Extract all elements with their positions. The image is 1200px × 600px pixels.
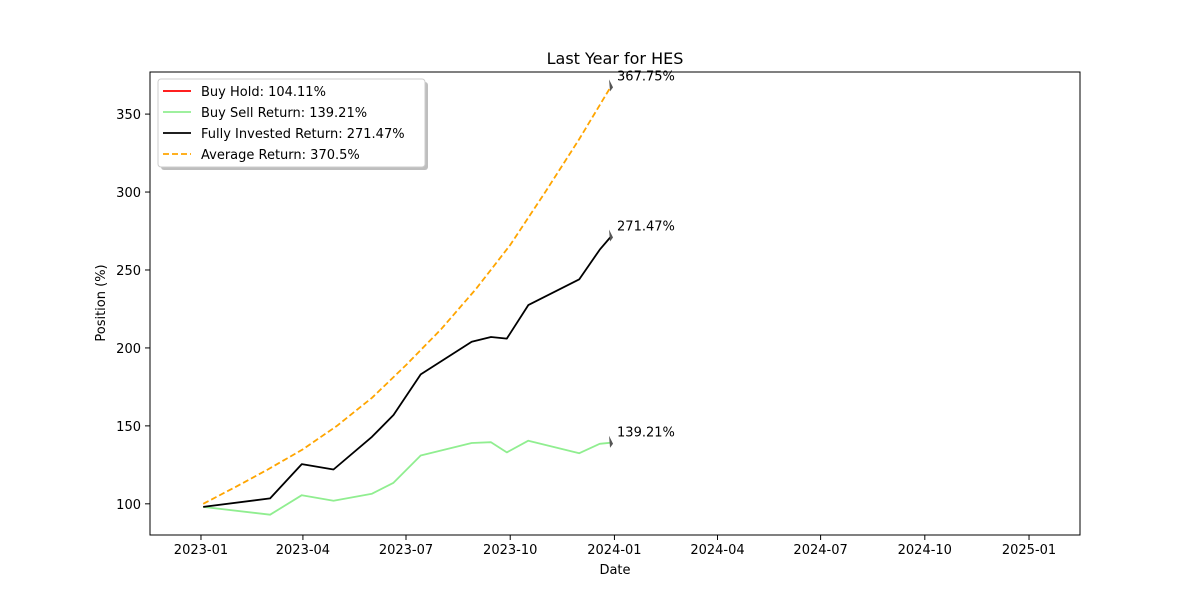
legend-items: Buy Hold: 104.11% Buy Sell Return: 139.21… (163, 85, 405, 163)
y-tick-label-2: 200 (116, 342, 141, 357)
x-tick-label-0: 2023-01 (174, 543, 228, 558)
annotation-label-0: 367.75% (617, 69, 675, 84)
y-tick-label-5: 350 (116, 108, 141, 123)
legend-box (157, 78, 426, 168)
legend-label-2: Fully Invested Return: 271.47% (201, 127, 405, 142)
x-tick-label-6: 2024-07 (793, 543, 847, 558)
annotation-arrow-1 (609, 229, 614, 242)
legend-label-3: Average Return: 370.5% (201, 148, 360, 163)
y-tick-label-3: 250 (116, 264, 141, 279)
x-tick-label-3: 2023-10 (483, 543, 537, 558)
series-line-2 (203, 235, 612, 508)
chart-title: Last Year for HES (547, 49, 684, 68)
annotation-arrow-0 (609, 79, 614, 92)
x-tick-label-5: 2024-04 (690, 543, 744, 558)
x-axis-label: Date (599, 563, 630, 578)
y-axis-label: Position (%) (94, 264, 109, 341)
y-tick-label-4: 300 (116, 186, 141, 201)
x-tick-label-1: 2023-04 (276, 543, 330, 558)
series-line-1 (203, 439, 612, 516)
x-tick-label-8: 2025-01 (1002, 543, 1056, 558)
x-tick-label-2: 2023-07 (379, 543, 433, 558)
x-tick-label-7: 2024-10 (898, 543, 952, 558)
annotation-label-2: 139.21% (617, 426, 675, 441)
x-axis-ticks: 2023-01 2023-04 2023-07 2023-10 2024-01 2024-… (174, 535, 1056, 558)
series-line-3 (202, 85, 612, 505)
annotations: 367.75% 271.47% 139.21% (609, 69, 675, 448)
plot-area (202, 85, 612, 516)
legend-label-0: Buy Hold: 104.11% (201, 85, 326, 100)
annotation-arrow-2 (609, 435, 614, 448)
x-tick-label-4: 2024-01 (587, 543, 641, 558)
y-tick-label-0: 100 (116, 498, 141, 513)
legend-label-1: Buy Sell Return: 139.21% (201, 106, 367, 121)
plot-frame (149, 71, 1081, 536)
y-tick-label-1: 150 (116, 420, 141, 435)
legend: Buy Hold: 104.11% Buy Sell Return: 139.21… (157, 78, 428, 170)
y-axis-ticks: 100 150 200 250 300 350 (116, 108, 150, 513)
annotation-label-1: 271.47% (617, 220, 675, 235)
